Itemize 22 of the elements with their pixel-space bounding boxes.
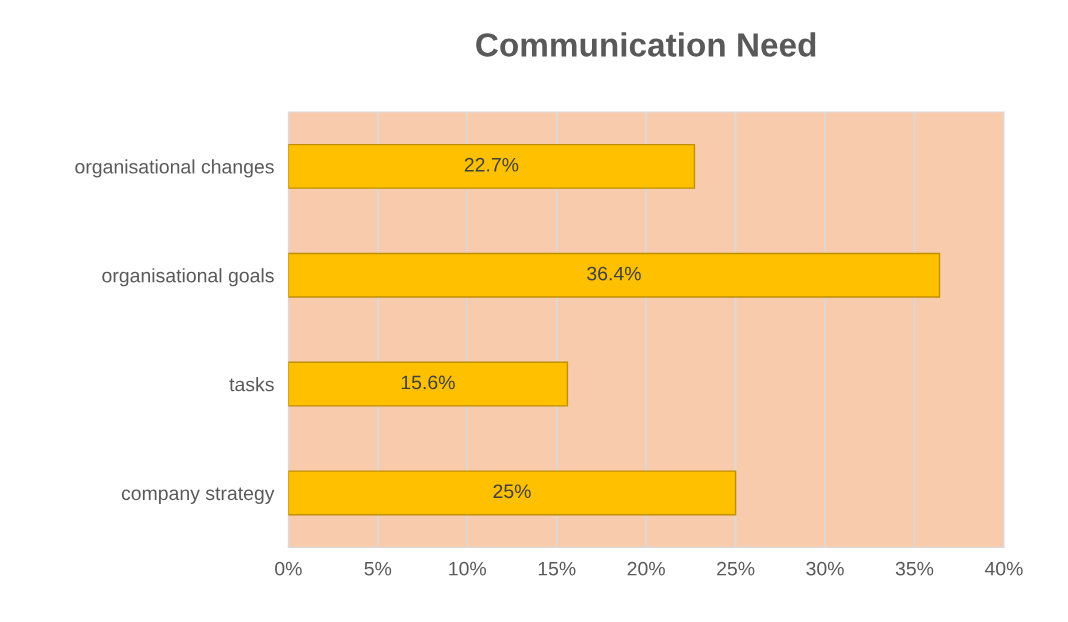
x-tick-label: 15%	[538, 561, 576, 576]
x-tick-label: 5%	[364, 561, 392, 576]
x-tick-label: 30%	[806, 561, 844, 576]
y-tick-label: organisational changes	[75, 159, 274, 178]
y-tick-label: company strategy	[121, 487, 275, 505]
bar	[288, 143, 696, 189]
y-tick-label: tasks	[229, 377, 274, 392]
data-label: 15.6%	[401, 375, 455, 390]
x-tick-label: 10%	[449, 561, 487, 576]
y-tick-label: organisational goals	[102, 268, 274, 287]
data-label: 22.7%	[464, 157, 519, 172]
x-tick-label: 0%	[275, 561, 302, 576]
x-tick-label: 40%	[984, 561, 1023, 576]
x-tick-label: 35%	[895, 561, 934, 576]
chart-title: Communication Need	[476, 32, 816, 57]
bar	[288, 470, 737, 516]
data-label: 36.4%	[587, 266, 641, 281]
bar	[288, 252, 941, 298]
x-tick-label: 25%	[717, 561, 755, 576]
x-tick-label: 20%	[627, 561, 665, 576]
bar	[288, 361, 569, 407]
data-label: 25%	[493, 484, 531, 499]
